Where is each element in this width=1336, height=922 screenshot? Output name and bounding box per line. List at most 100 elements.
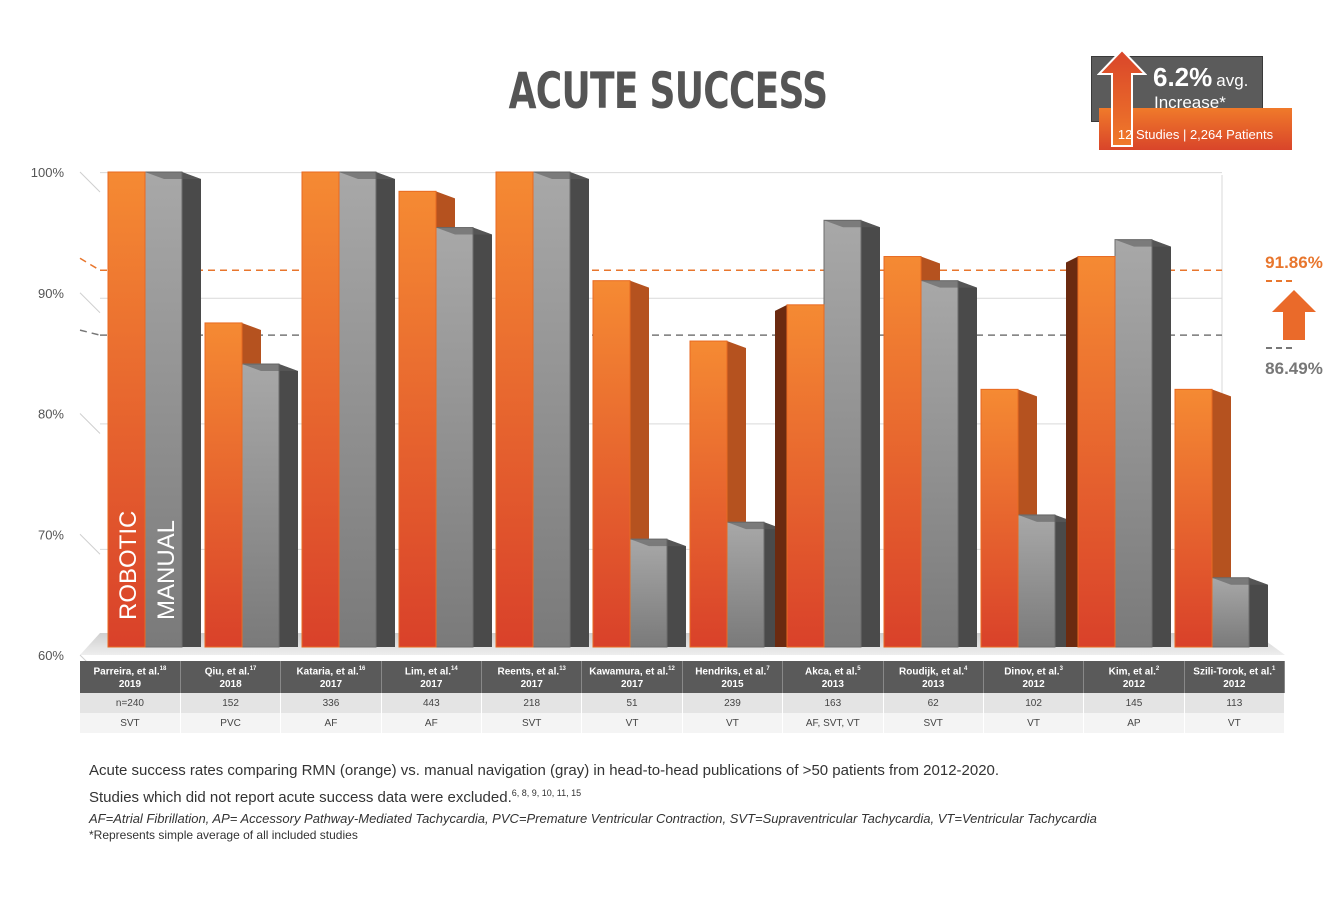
manual-average-label: 86.49% <box>1265 359 1323 378</box>
manual-series-label: MANUAL <box>153 520 180 620</box>
study-header-cell: Roudijk, et al.4 2013 <box>883 661 984 693</box>
study-ref: 1 <box>1272 665 1276 672</box>
study-name: Lim, et al. <box>404 666 452 678</box>
manual-bar-side <box>182 172 201 647</box>
manual-bar <box>241 363 280 648</box>
study-ref: 17 <box>249 665 257 672</box>
y-tick-label: 60% <box>38 648 64 663</box>
study-ref: 16 <box>358 665 366 672</box>
patient-count: 443 <box>381 693 483 713</box>
study-header-cell: Hendriks, et al.7 2015 <box>682 661 784 693</box>
y-tick-label: 100% <box>31 165 65 180</box>
patient-count: 62 <box>883 693 984 713</box>
y-tick-label: 70% <box>38 527 64 542</box>
study-ref: 3 <box>1059 665 1063 672</box>
manual-bar <box>532 171 571 648</box>
study-name: Hendriks, et al. <box>695 666 767 678</box>
gridline-diag <box>79 292 101 314</box>
y-tick-label: 90% <box>38 286 64 301</box>
study-ref: 12 <box>668 665 675 672</box>
robotic-bar <box>301 171 340 648</box>
arrhythmia-type: VT <box>983 713 1085 733</box>
study-year: 2012 <box>1022 679 1045 691</box>
study-ref: 7 <box>766 665 770 672</box>
y-tick-label: 80% <box>38 407 64 422</box>
manual-bar-side <box>570 172 589 647</box>
robotic-bar <box>204 322 243 648</box>
study-year: 2017 <box>620 679 644 691</box>
study-table: Parreira, et al.18 2019 Qiu, et al.17 2018 K… <box>80 661 1286 733</box>
study-header-cell: Kim, et al.2 2012 <box>1083 661 1185 693</box>
manual-bar-top <box>727 522 783 530</box>
manual-bar <box>1211 577 1250 648</box>
study-header-cell: Qiu, et al.17 2018 <box>180 661 282 693</box>
study-year: 2019 <box>118 679 142 691</box>
footnote-exclusion: Studies which did not report acute succe… <box>89 789 512 806</box>
manual-bar <box>1017 514 1056 648</box>
study-header-cell: Kawamura, et al.12 2017 <box>581 661 683 693</box>
arrhythmia-type: VT <box>581 713 683 733</box>
manual-bar-top <box>436 227 492 235</box>
patient-count: 336 <box>280 693 382 713</box>
robotic-bar <box>1077 256 1116 648</box>
patient-count: n=240 <box>80 693 181 713</box>
patient-count-row: n=240 152 336 443 218 51 239 163 62 102 145 113 <box>80 693 1286 713</box>
study-header-cell: Szili-Torok, et al.1 2012 <box>1184 661 1286 693</box>
study-year: 2012 <box>1122 679 1146 691</box>
arrhythmia-type: SVT <box>80 713 181 733</box>
manual-bar-top <box>145 172 201 179</box>
manual-bar-top <box>1212 577 1268 585</box>
robotic-bar <box>689 340 728 648</box>
robotic-series-label: ROBOTIC <box>115 511 142 620</box>
robotic-bar <box>1174 388 1213 648</box>
manual-bar-top <box>533 172 589 179</box>
manual-bar-side <box>376 172 395 647</box>
study-year: 2013 <box>821 679 844 691</box>
patient-count: 145 <box>1083 693 1185 713</box>
study-ref: 13 <box>559 665 566 672</box>
patient-count: 152 <box>180 693 282 713</box>
study-year: 2012 <box>1223 679 1246 691</box>
manual-bar <box>823 219 862 648</box>
arrhythmia-type: AP <box>1083 713 1185 733</box>
badge-studies: 12 Studies | 2,264 Patients <box>1117 127 1274 142</box>
patient-count: 102 <box>983 693 1085 713</box>
badge-avg: avg. <box>1216 71 1249 90</box>
study-name: Roudijk, et al. <box>899 666 965 678</box>
robotic-bar <box>107 171 146 648</box>
manual-bar <box>435 227 474 648</box>
manual-bar <box>338 171 377 648</box>
study-name: Reents, et al. <box>497 666 560 678</box>
study-header-cell: Akca, et al.5 2013 <box>782 661 884 693</box>
study-name: Dinov, et al. <box>1004 666 1060 678</box>
study-year: 2015 <box>721 679 744 691</box>
study-header-cell: Lim, et al.14 2017 <box>381 661 483 693</box>
manual-bar <box>629 538 668 648</box>
robotic-bar <box>592 280 631 648</box>
manual-bar-side <box>958 280 977 647</box>
manual-bar-side <box>473 227 492 648</box>
robotic-bar <box>980 388 1019 648</box>
manual-bar-side <box>279 363 298 647</box>
arrhythmia-type: PVC <box>180 713 282 733</box>
manual-bar-side <box>667 539 686 647</box>
study-header-cell: Parreira, et al.18 2019 <box>80 661 181 693</box>
footnotes: Acute success rates comparing RMN (orang… <box>89 760 1289 842</box>
footnote-description: Acute success rates comparing RMN (orang… <box>89 762 1000 779</box>
badge-increase: Increase* <box>1154 93 1226 112</box>
robotic-bar-back <box>1066 256 1078 647</box>
patient-count: 239 <box>682 693 784 713</box>
arrhythmia-type: VT <box>682 713 784 733</box>
manual-bar-top <box>1115 239 1171 247</box>
gridline-diag <box>79 533 101 555</box>
robotic-bar <box>398 190 437 648</box>
study-header-cell: Dinov, et al.3 2012 <box>983 661 1085 693</box>
footnote-average: *Represents simple average of all includ… <box>89 828 358 842</box>
study-name: Qiu, et al. <box>204 666 250 678</box>
manual-bar-top <box>339 172 395 179</box>
robotic-average-line <box>79 257 101 271</box>
study-name: Parreira, et al. <box>93 666 160 678</box>
robotic-bar <box>883 256 922 648</box>
patient-count: 113 <box>1184 693 1286 713</box>
